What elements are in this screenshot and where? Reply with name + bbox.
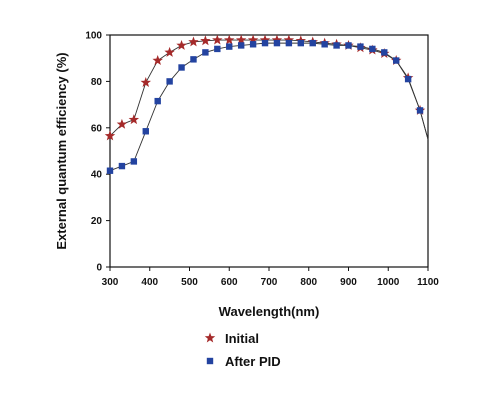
data-point — [176, 39, 187, 50]
data-point — [152, 55, 163, 65]
data-point — [249, 41, 257, 48]
data-point — [283, 34, 295, 45]
data-point — [154, 97, 161, 105]
data-point — [128, 114, 140, 125]
data-point — [106, 167, 114, 174]
y-tick-label: 40 — [91, 170, 103, 181]
plot-frame — [109, 34, 429, 268]
data-point — [416, 107, 424, 114]
data-point — [235, 34, 247, 45]
data-point — [202, 49, 209, 56]
data-point — [271, 34, 283, 45]
series-line — [109, 39, 429, 140]
y-tick-label: 60 — [91, 123, 103, 134]
series-after-pid — [106, 39, 429, 174]
x-tick-label: 400 — [141, 277, 158, 288]
legend-label-initial: Initial — [225, 331, 259, 346]
x-tick-label: 300 — [102, 277, 119, 288]
data-point — [261, 39, 269, 47]
data-point — [200, 35, 211, 46]
data-point — [118, 162, 126, 170]
data-point — [104, 130, 116, 141]
data-point — [164, 46, 175, 57]
data-point — [393, 57, 400, 64]
x-tick-label: 700 — [261, 277, 278, 288]
data-point — [369, 45, 376, 53]
data-point — [357, 43, 364, 50]
data-point — [214, 45, 221, 53]
x-tick-label: 600 — [221, 277, 238, 288]
data-point — [188, 36, 199, 47]
data-point — [297, 39, 304, 47]
legend-label-after-pid: After PID — [225, 354, 281, 369]
data-point — [130, 158, 138, 165]
data-point — [321, 41, 328, 48]
data-point — [247, 34, 259, 45]
x-axis-title: Wavelength(nm) — [219, 304, 320, 319]
x-tick-label: 900 — [340, 277, 357, 288]
data-point — [224, 34, 235, 45]
data-point — [333, 42, 340, 49]
y-tick-label: 20 — [91, 216, 103, 227]
y-tick-label: 100 — [85, 31, 102, 42]
y-axis-title: External quantum efficiency (%) — [54, 52, 69, 249]
square-icon — [206, 357, 214, 365]
y-tick-label: 0 — [96, 263, 102, 274]
data-point — [381, 49, 388, 56]
data-point — [166, 78, 173, 85]
series-line — [109, 42, 429, 172]
data-point — [309, 39, 316, 47]
data-point — [178, 64, 185, 71]
data-point — [140, 77, 152, 88]
data-point — [259, 34, 271, 45]
data-point — [285, 39, 293, 47]
star-icon — [204, 332, 216, 343]
x-tick-label: 1100 — [417, 277, 439, 288]
data-point — [404, 75, 412, 83]
series-layer — [104, 34, 429, 174]
data-point — [212, 34, 223, 45]
data-point — [190, 56, 197, 63]
y-tick-label: 80 — [91, 77, 103, 88]
legend-marker-after-pid — [206, 357, 214, 365]
data-point — [345, 42, 352, 49]
data-point — [237, 42, 245, 49]
axis-ticks: 300 400 500 600 700 800 900 1000 1100 0 20 40 60 80 10… — [85, 31, 439, 289]
series-initial — [104, 34, 429, 141]
x-tick-label: 500 — [181, 277, 198, 288]
legend: Initial After PID — [204, 331, 281, 369]
x-tick-label: 1000 — [377, 277, 400, 288]
data-point — [226, 43, 233, 50]
data-point — [116, 118, 128, 129]
data-point — [273, 39, 281, 47]
x-tick-label: 800 — [300, 277, 317, 288]
legend-marker-initial — [204, 332, 216, 343]
data-point — [142, 128, 149, 135]
